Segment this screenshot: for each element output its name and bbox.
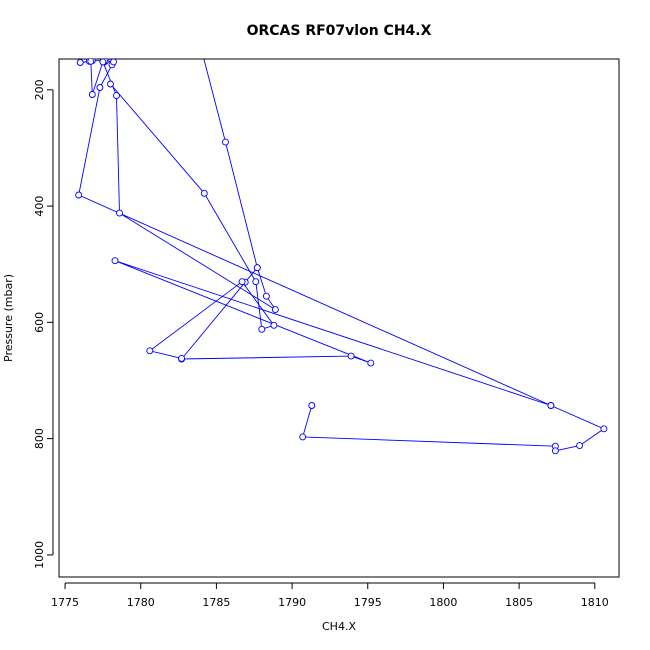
data-point [576, 442, 584, 450]
data-point [270, 321, 278, 329]
x-axis-label: CH4.X [322, 620, 356, 633]
y-tick-label: 800 [33, 428, 46, 449]
data-point [88, 91, 96, 98]
x-tick-label: 1780 [127, 596, 155, 609]
series-layer [75, 59, 608, 455]
x-tick-label: 1800 [429, 596, 457, 609]
data-point [96, 84, 104, 91]
data-point [116, 209, 123, 217]
y-axis-label: Pressure (mbar) [2, 274, 15, 362]
y-tick-label: 400 [33, 196, 46, 217]
x-tick-label: 1790 [278, 596, 306, 609]
data-point [113, 92, 120, 100]
data-point [146, 347, 154, 355]
data-point [299, 433, 307, 441]
y-tick-label: 600 [33, 312, 46, 333]
data-point [252, 278, 260, 286]
y-tick-label: 1000 [33, 541, 46, 569]
x-tick-label: 1775 [51, 596, 79, 609]
data-point [271, 306, 279, 314]
data-point [308, 402, 316, 409]
x-tick-label: 1785 [202, 596, 230, 609]
x-tick-label: 1795 [354, 596, 382, 609]
data-point [367, 359, 375, 367]
data-point [238, 278, 246, 286]
chart-title: ORCAS RF07vlon CH4.X [247, 23, 432, 39]
data-point [253, 264, 261, 272]
x-axis: 1775 1780 1785 1790 1795 1800 1805 1810 [51, 582, 609, 609]
x-tick-label: 1805 [505, 596, 533, 609]
data-point [107, 80, 114, 88]
plot-frame [58, 58, 620, 578]
data-point [551, 447, 559, 455]
data-point [600, 425, 608, 433]
series-line-2 [110, 83, 275, 359]
series-line-1 [78, 60, 605, 452]
data-point [99, 59, 107, 66]
y-tick-label: 200 [33, 79, 46, 100]
x-tick-label: 1810 [581, 596, 609, 609]
data-point [87, 59, 95, 65]
data-point [111, 257, 119, 265]
y-axis: 200 400 600 800 1000 [33, 79, 54, 569]
data-point [262, 292, 270, 300]
data-point [200, 189, 208, 197]
data-point [547, 402, 555, 409]
data-point [347, 352, 355, 360]
data-point [178, 354, 186, 362]
data-point [222, 138, 229, 146]
data-point [75, 191, 83, 199]
data-point [76, 59, 84, 66]
data-point [110, 59, 117, 66]
data-point [258, 325, 266, 333]
